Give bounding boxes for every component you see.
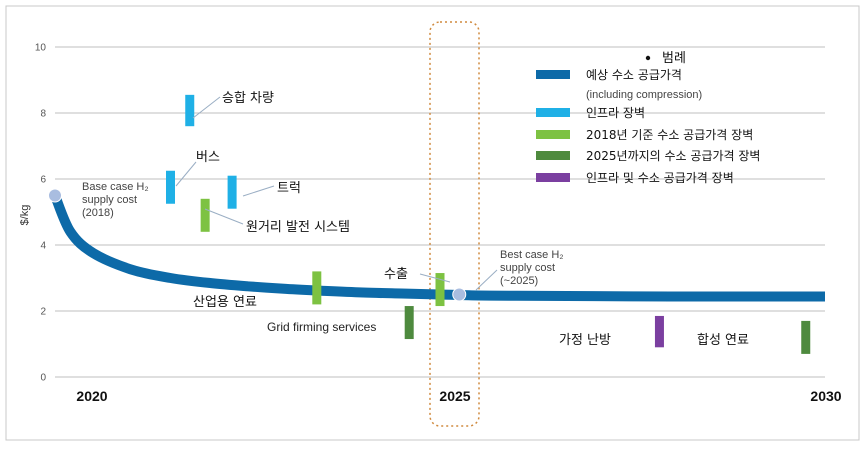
x-tick-label: 2025: [439, 388, 470, 404]
barrier-label: 산업용 연료: [193, 295, 257, 310]
gridlines: [55, 46, 825, 378]
base-cost-point: [48, 188, 62, 203]
barrier-bar: [654, 315, 664, 348]
label-pointer: [419, 273, 451, 283]
label-pointer: [175, 161, 197, 187]
label-pointers: [175, 96, 498, 291]
barrier-bar: [801, 320, 811, 354]
base-cost-label: Base case H₂: [82, 181, 149, 193]
y-tick-label: 2: [40, 307, 46, 318]
best-cost-label: Best case H₂: [500, 249, 564, 261]
base-cost-label: supply cost: [82, 194, 137, 206]
y-tick-label: 8: [40, 109, 46, 120]
barrier-label: 수출: [384, 267, 408, 282]
legend-swatch-curve: [536, 70, 570, 79]
legend-label-b2018: 2018년 기준 수소 공급가격 장벽: [586, 128, 753, 142]
barrier-bars: [166, 94, 811, 354]
barrier-bar: [166, 170, 175, 204]
supply-cost-curve: [50, 193, 825, 302]
y-tick-label: 4: [40, 241, 46, 252]
label-pointer: [242, 185, 275, 197]
barrier-label: 합성 연료: [697, 333, 749, 348]
legend-swatch-both: [536, 173, 570, 182]
y-axis-label: $/kg: [19, 205, 31, 226]
legend-title: 범례: [662, 51, 686, 66]
y-axis: 0 2 4 6 8 10: [35, 43, 47, 384]
label-pointer: [192, 96, 221, 119]
barrier-bar: [404, 306, 414, 340]
barrier-bar: [312, 271, 322, 305]
barrier-label: 원거리 발전 시스템: [246, 220, 350, 235]
legend-swatch-b2018: [536, 130, 570, 139]
barrier-bar: [185, 94, 195, 127]
legend-sublabel: (including compression): [586, 89, 702, 101]
y-tick-label: 10: [35, 43, 47, 54]
barrier-label: 버스: [196, 150, 220, 165]
label-pointer: [204, 208, 244, 225]
legend-label-curve: 예상 수소 공급가격: [586, 68, 682, 82]
focus-2025-box: [429, 21, 480, 427]
best-cost-point: [452, 287, 467, 302]
legend-label-infra: 인프라 장벽: [586, 106, 645, 120]
legend-label-both: 인프라 및 수소 공급가격 장벽: [586, 171, 734, 185]
legend-swatch-b2025: [536, 151, 570, 160]
x-tick-label: 2030: [810, 388, 841, 404]
x-tick-label: 2020: [76, 388, 107, 404]
barrier-label: 트럭: [277, 181, 301, 196]
legend-swatch-infra: [536, 108, 570, 117]
chart-frame: [5, 5, 860, 441]
barrier-label: 가정 난방: [559, 333, 611, 348]
y-tick-label: 6: [40, 175, 46, 186]
label-pointer: [475, 269, 498, 291]
best-cost-label: (~2025): [500, 275, 538, 287]
barrier-bar: [200, 198, 210, 232]
best-cost-label: supply cost: [500, 262, 555, 274]
x-axis: 2020 2025 2030: [76, 388, 841, 404]
legend-label-b2025: 2025년까지의 수소 공급가격 장벽: [586, 149, 760, 163]
base-cost-label: (2018): [82, 207, 114, 219]
barrier-bar: [227, 175, 237, 209]
y-tick-label: 0: [40, 373, 46, 384]
barrier-bar: [435, 273, 445, 307]
barrier-label: Grid firming services: [267, 320, 376, 334]
barrier-label: 승합 차량: [222, 91, 274, 106]
legend-bullet: [645, 55, 651, 61]
